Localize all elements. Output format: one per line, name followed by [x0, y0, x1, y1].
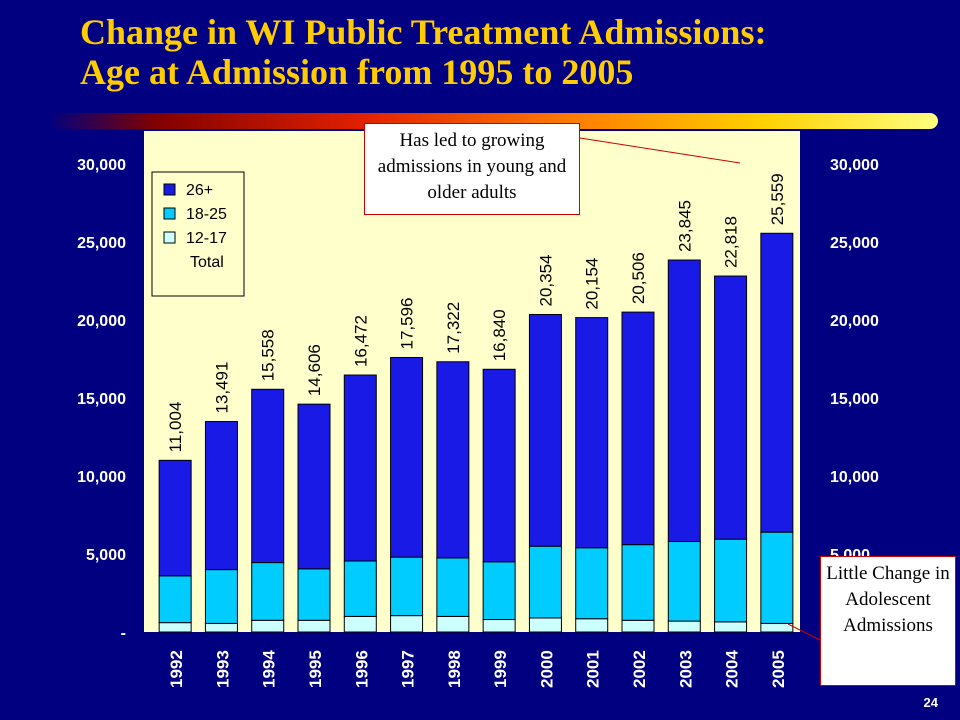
bar-segment-12-17: [667, 620, 701, 633]
y-tick-label-right: 25,000: [830, 235, 879, 252]
x-tick-label: 1997: [399, 650, 418, 688]
bar-segment-18-25: [482, 561, 516, 621]
x-tick-label: 1999: [491, 650, 510, 688]
bar-segment-26-plus: [760, 232, 794, 533]
total-data-label: 16,472: [351, 315, 370, 367]
bar-segment-26-plus: [390, 357, 424, 558]
bar-segment-18-25: [251, 562, 285, 621]
bar-segment-12-17: [390, 615, 424, 633]
bar-segment-12-17: [575, 618, 609, 633]
y-tick-label-left: -: [121, 625, 126, 642]
y-tick-label-right: 20,000: [830, 313, 879, 330]
y-tick-label-left: 5,000: [86, 547, 126, 564]
x-tick-label: 1996: [352, 650, 371, 688]
bar-segment-26-plus: [436, 361, 470, 559]
bar-segment-18-25: [390, 556, 424, 617]
x-tick-label: 1992: [167, 650, 186, 688]
bar-segment-26-plus: [482, 368, 516, 563]
total-data-label: 17,322: [444, 302, 463, 354]
legend-label: 26+: [186, 182, 213, 199]
bar-segment-18-25: [436, 557, 470, 617]
bar-segment-18-25: [714, 538, 748, 623]
total-data-label: 23,845: [675, 200, 694, 252]
bar-segment-18-25: [575, 547, 609, 620]
title-line-2: Age at Admission from 1995 to 2005: [80, 52, 634, 92]
bar-segment-12-17: [436, 615, 470, 633]
bar-segment-26-plus: [667, 259, 701, 543]
y-tick-label-left: 25,000: [77, 235, 126, 252]
bar-segment-26-plus: [714, 275, 748, 540]
page-number: 24: [923, 695, 938, 710]
bar-segment-18-25: [297, 568, 331, 621]
callout-leader-top: [579, 137, 741, 164]
y-tick-label-left: 30,000: [77, 157, 126, 174]
bar-segment-18-25: [528, 545, 562, 619]
bar-segment-12-17: [204, 622, 238, 633]
y-tick-label-left: 10,000: [77, 469, 126, 486]
total-data-label: 11,004: [166, 402, 185, 453]
y-tick-label-left: 20,000: [77, 313, 126, 330]
bar-segment-12-17: [482, 619, 516, 633]
x-tick-label: 2005: [769, 650, 788, 688]
bar-segment-26-plus: [621, 311, 655, 546]
bar-segment-12-17: [621, 619, 655, 633]
bar-segment-12-17: [343, 615, 377, 633]
total-data-label: 20,154: [583, 258, 602, 310]
callout-adolescent: Little Change in Adolescent Admissions: [820, 556, 956, 686]
bar-segment-12-17: [528, 617, 562, 633]
total-data-label: 14,606: [305, 344, 324, 396]
legend-swatch: [163, 231, 176, 244]
y-tick-label-left: 15,000: [77, 391, 126, 408]
y-tick-label-right: 15,000: [830, 391, 879, 408]
legend-label: 18-25: [186, 206, 227, 223]
total-data-label: 25,559: [768, 173, 787, 225]
x-tick-label: 2001: [584, 650, 603, 688]
total-data-label: 20,506: [629, 252, 648, 304]
x-tick-label: 2004: [723, 650, 742, 688]
bar-segment-12-17: [297, 619, 331, 633]
bar-segment-12-17: [251, 619, 285, 633]
total-data-label: 15,558: [259, 329, 278, 381]
x-tick-label: 1993: [213, 650, 232, 688]
bar-segment-26-plus: [297, 403, 331, 570]
bar-segment-18-25: [621, 544, 655, 621]
bar-segment-18-25: [343, 560, 377, 617]
y-tick-label-right: 10,000: [830, 469, 879, 486]
bar-segment-12-17: [714, 621, 748, 633]
slide-title: Change in WI Public Treatment Admissions…: [80, 12, 940, 92]
bar-segment-26-plus: [251, 388, 285, 564]
legend-swatch: [163, 183, 176, 196]
total-data-label: 16,840: [490, 309, 509, 361]
bar-segment-18-25: [760, 531, 794, 624]
legend-swatch: [163, 207, 176, 220]
y-tick-label-right: 30,000: [830, 157, 879, 174]
bar-segment-26-plus: [343, 374, 377, 562]
legend-label: Total: [190, 254, 224, 271]
bar-segment-26-plus: [528, 313, 562, 547]
total-data-label: 20,354: [536, 254, 555, 306]
title-line-1: Change in WI Public Treatment Admissions…: [80, 12, 767, 52]
bar-segment-12-17: [760, 622, 794, 633]
bar-segment-26-plus: [158, 459, 192, 577]
x-tick-label: 1994: [260, 650, 279, 688]
bar-segment-18-25: [158, 575, 192, 624]
callout-growth: Has led to growing admissions in young a…: [364, 123, 580, 215]
x-tick-label: 2000: [537, 650, 556, 688]
total-data-label: 22,818: [722, 216, 741, 268]
total-data-label: 17,596: [398, 298, 417, 350]
legend-label: 12-17: [186, 230, 227, 247]
x-tick-label: 2003: [676, 650, 695, 688]
decorative-gradient-rule: [48, 113, 938, 129]
bar-segment-12-17: [158, 622, 192, 633]
callout-leader-bottom: [787, 623, 821, 641]
x-tick-label: 1998: [445, 650, 464, 688]
bar-segment-18-25: [204, 569, 238, 624]
total-data-label: 13,491: [212, 362, 231, 414]
x-tick-label: 2002: [630, 650, 649, 688]
bar-segment-26-plus: [204, 421, 238, 571]
x-tick-label: 1995: [306, 650, 325, 688]
bar-segment-18-25: [667, 541, 701, 622]
bar-segment-26-plus: [575, 317, 609, 549]
